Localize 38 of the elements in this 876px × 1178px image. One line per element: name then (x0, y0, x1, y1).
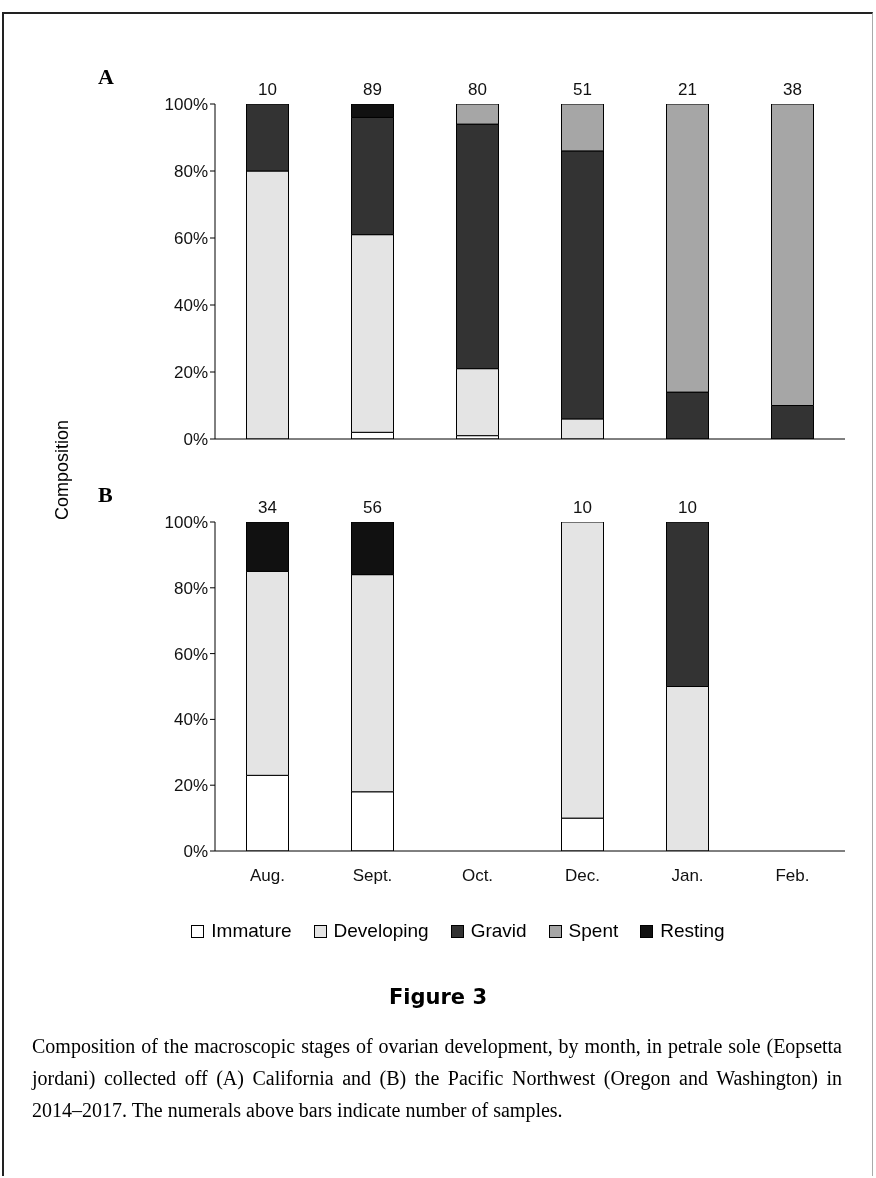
caption: Figure 3 (387, 985, 489, 1009)
y-tick-label: 60% (173, 644, 208, 664)
annotation: 89 (363, 80, 382, 99)
y-tick-label: 80% (173, 162, 208, 182)
y-tick-label: 40% (173, 710, 208, 730)
x-tick-label: Feb. (775, 866, 810, 886)
y-axis-title: Composition (51, 419, 73, 521)
y-tick-label: 20% (173, 363, 208, 383)
y-tick-label: 20% (173, 776, 208, 796)
legend-label: Spent (567, 920, 619, 942)
legend-label: Developing (332, 920, 429, 942)
y-tick-label: 100% (164, 513, 208, 533)
annotation: 56 (363, 498, 382, 517)
y-tick-label: 60% (173, 229, 208, 249)
text: Composition of the macroscopic stages of ovarian development, by month, in petrale sole (Eopsetta jordani) collected off (A) California and (B) the Pacific Northwest (Oregon and Washington) in 2014–2017. The numerals above bars indicate number of samples. (32, 1034, 842, 1124)
y-tick-label: 100% (164, 95, 208, 115)
annotation: 38 (783, 80, 802, 99)
chart-title: A (98, 64, 114, 90)
legend-label: Gravid (469, 920, 527, 942)
annotation: 34 (258, 498, 277, 517)
annotation: 10 (258, 80, 277, 99)
y-tick-label: 40% (173, 296, 208, 316)
chart-title: B (98, 482, 113, 508)
annotation: 10 (678, 498, 697, 517)
legend-label: Resting (659, 920, 725, 942)
annotation: 51 (573, 80, 592, 99)
x-tick-label: Jan. (671, 866, 704, 886)
legend-label: Immature (210, 920, 292, 942)
annotation: 21 (678, 80, 697, 99)
x-tick-label: Dec. (565, 866, 600, 886)
x-tick-label: Oct. (461, 866, 494, 886)
annotation: 80 (468, 80, 487, 99)
y-tick-label: 0% (183, 430, 208, 450)
annotation: 10 (573, 498, 592, 517)
y-tick-label: 0% (183, 842, 208, 862)
y-tick-label: 80% (173, 578, 208, 598)
x-tick-label: Sept. (352, 866, 393, 886)
x-tick-label: Aug. (250, 866, 285, 886)
